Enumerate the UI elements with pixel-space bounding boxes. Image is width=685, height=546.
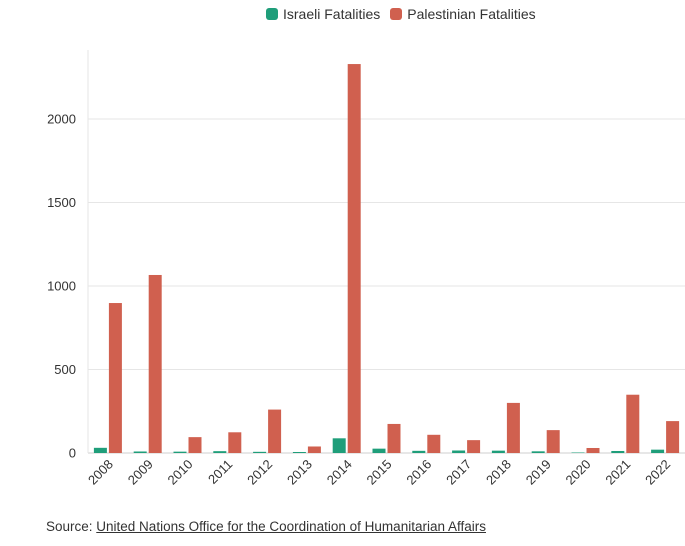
x-tick-label: 2009 [125, 457, 156, 488]
bar-palestinian-2021[interactable] [626, 394, 640, 453]
y-tick-label: 500 [54, 362, 76, 377]
legend-swatch-palestinian [390, 8, 403, 20]
bar-palestinian-2012[interactable] [268, 409, 282, 453]
x-tick-label: 2011 [205, 457, 235, 487]
bar-palestinian-2009[interactable] [148, 274, 162, 453]
x-tick-label: 2008 [85, 457, 116, 488]
legend-item-palestinian[interactable]: Palestinian Fatalities [390, 6, 536, 22]
bar-israeli-2014[interactable] [332, 438, 346, 453]
bar-israeli-2022[interactable] [651, 449, 665, 453]
x-tick-label: 2020 [563, 457, 594, 488]
bar-palestinian-2018[interactable] [506, 402, 520, 453]
bar-israeli-2020[interactable] [571, 452, 585, 453]
y-tick-label: 1000 [47, 279, 76, 294]
bar-palestinian-2010[interactable] [188, 437, 202, 453]
y-axis-ticks: 0 500 1000 1500 2000 [47, 112, 76, 461]
y-tick-label: 0 [69, 446, 76, 461]
legend-label-israeli: Israeli Fatalities [283, 6, 381, 22]
bar-palestinian-2014[interactable] [347, 64, 361, 453]
bar-israeli-2010[interactable] [173, 451, 187, 453]
x-tick-label: 2010 [165, 457, 196, 488]
bar-israeli-2009[interactable] [133, 451, 147, 453]
source-prefix: Source: [46, 519, 97, 534]
bar-israeli-2018[interactable] [491, 450, 505, 453]
x-tick-label: 2021 [602, 457, 633, 488]
bar-palestinian-2022[interactable] [666, 421, 680, 453]
bars [93, 64, 680, 453]
source-link[interactable]: United Nations Office for the Coordinati… [96, 519, 486, 534]
bar-palestinian-2019[interactable] [546, 430, 560, 453]
bar-israeli-2021[interactable] [611, 450, 625, 453]
bar-israeli-2016[interactable] [412, 450, 426, 453]
bar-israeli-2013[interactable] [292, 451, 306, 453]
bar-palestinian-2015[interactable] [387, 423, 401, 453]
y-tick-label: 1500 [47, 195, 76, 210]
bar-palestinian-2013[interactable] [307, 446, 321, 453]
x-tick-label: 2019 [523, 457, 554, 488]
bar-palestinian-2008[interactable] [108, 303, 122, 453]
bar-palestinian-2011[interactable] [228, 432, 242, 453]
bar-palestinian-2016[interactable] [427, 434, 441, 453]
source-note: Source: United Nations Office for the Co… [46, 519, 486, 534]
x-axis-ticks: 2008 2009 2010 2011 2012 2013 2014 2015 2016 2017… [85, 457, 673, 488]
x-tick-label: 2012 [244, 457, 275, 488]
bar-israeli-2019[interactable] [531, 451, 545, 453]
x-tick-label: 2016 [403, 457, 434, 488]
gridlines [87, 50, 685, 454]
bar-palestinian-2020[interactable] [586, 447, 600, 453]
bar-israeli-2017[interactable] [452, 450, 466, 453]
bar-israeli-2008[interactable] [93, 447, 107, 453]
x-tick-label: 2014 [324, 457, 355, 488]
bar-palestinian-2017[interactable] [467, 440, 481, 453]
x-tick-label: 2013 [284, 457, 315, 488]
y-tick-label: 2000 [47, 112, 76, 127]
bar-israeli-2015[interactable] [372, 448, 386, 453]
bar-israeli-2011[interactable] [213, 451, 227, 453]
chart-legend: Israeli Fatalities Palestinian Fatalitie… [266, 6, 546, 22]
x-tick-label: 2015 [364, 457, 395, 488]
legend-label-palestinian: Palestinian Fatalities [407, 6, 536, 22]
x-tick-label: 2022 [642, 457, 673, 488]
x-tick-label: 2017 [443, 457, 474, 488]
legend-swatch-israeli [266, 8, 278, 20]
legend-item-israeli[interactable]: Israeli Fatalities [266, 6, 380, 22]
bar-chart: 0 500 1000 1500 2000 2008 2009 2010 2011 2012 201… [47, 50, 685, 488]
x-tick-label: 2018 [483, 457, 514, 488]
bar-israeli-2012[interactable] [253, 451, 267, 453]
